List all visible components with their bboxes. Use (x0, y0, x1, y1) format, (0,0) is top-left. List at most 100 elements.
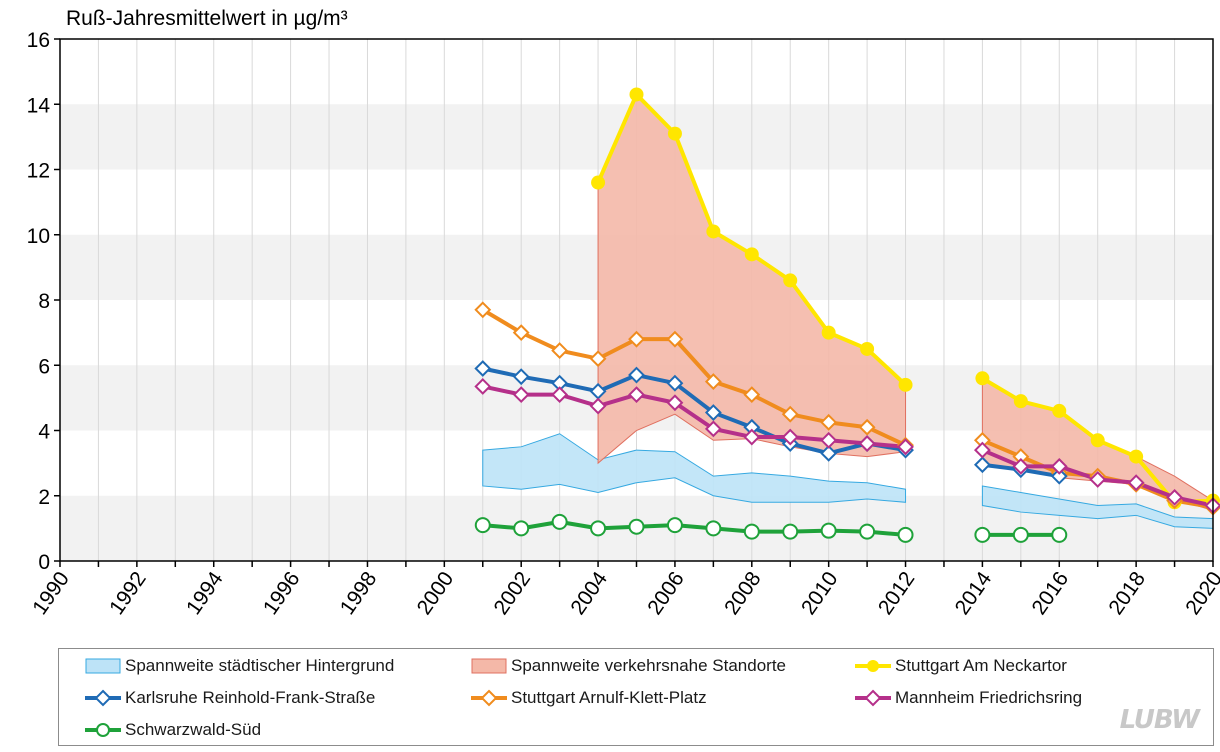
series-lines (474, 87, 1220, 543)
x-tick-label: 1990 (28, 568, 74, 619)
legend-swatch-background-range (85, 658, 121, 674)
data-point (706, 224, 721, 239)
data-point (820, 431, 838, 449)
legend-item-karlsruhe: Karlsruhe Reinhold-Frank-Straße (85, 685, 375, 711)
y-tick-label: 8 (38, 290, 50, 313)
data-point (820, 444, 838, 462)
y-tick-label: 10 (27, 225, 50, 248)
legend-label: Mannheim Friedrichsring (895, 688, 1083, 707)
data-point (628, 386, 645, 404)
data-point (1090, 433, 1105, 448)
data-point (897, 438, 914, 456)
data-point (975, 371, 990, 386)
data-point (666, 330, 684, 348)
data-point (512, 386, 530, 404)
data-point (666, 374, 684, 392)
legend-item-schwarzwald: Schwarzwald-Süd (85, 717, 261, 743)
y-tick-label: 2 (38, 486, 50, 509)
data-point (821, 325, 836, 340)
data-point (820, 522, 837, 539)
data-point (551, 386, 569, 404)
data-point (1166, 488, 1183, 506)
data-point (860, 341, 875, 356)
data-point (1012, 457, 1030, 475)
data-point (667, 126, 682, 141)
data-point (474, 360, 492, 377)
legend-swatch-arnulf-klett (471, 689, 507, 707)
legend-swatch-neckartor (855, 660, 891, 672)
legend-item-arnulf-klett: Stuttgart Arnulf-Klett-Platz (471, 685, 707, 711)
legend-swatch-traffic-range (471, 658, 507, 674)
y-tick-label: 14 (27, 94, 51, 117)
legend-label: Stuttgart Arnulf-Klett-Platz (511, 688, 707, 707)
data-point (628, 518, 645, 535)
y-tick-label: 12 (27, 160, 50, 183)
y-tick-label: 16 (27, 29, 50, 52)
data-point (704, 420, 722, 438)
data-point (1012, 526, 1029, 543)
data-point (1051, 526, 1068, 543)
x-tick-label: 1994 (182, 567, 228, 619)
data-point (629, 87, 644, 102)
x-tick-label: 2012 (874, 568, 920, 619)
x-tick-label: 2002 (489, 568, 535, 619)
data-point (820, 413, 838, 431)
data-point (474, 517, 491, 534)
data-point (704, 373, 722, 390)
legend-swatch-mannheim (855, 689, 891, 707)
data-point (898, 377, 913, 392)
data-point (551, 342, 569, 359)
x-tick-label: 2006 (643, 568, 689, 619)
x-tick-label: 2016 (1028, 568, 1074, 619)
data-point (666, 517, 683, 534)
lubw-logo: LUBW (1119, 705, 1200, 735)
legend-item-mannheim: Mannheim Friedrichsring (855, 685, 1082, 711)
data-point (474, 378, 492, 395)
legend-item-background-range: Spannweite städtischer Hintergrund (85, 653, 394, 679)
data-point (858, 435, 876, 452)
data-point (589, 350, 607, 368)
data-point (897, 526, 914, 543)
y-tick-label: 4 (38, 421, 50, 444)
chart: 0 2 4 6 8 10 12 14 16 1990 1992 1994 1996 1998 2000 20… (27, 7, 1220, 619)
data-point (704, 404, 722, 421)
legend-label: Spannweite städtischer Hintergrund (125, 656, 395, 675)
x-tick-label: 2008 (720, 568, 766, 619)
range-band-area (482, 433, 907, 503)
chart-title: Ruß-Jahresmittelwert in µg/m³ (66, 7, 348, 30)
data-point (743, 386, 761, 404)
data-point (743, 428, 761, 446)
data-point (512, 368, 530, 386)
data-point (859, 523, 876, 540)
y-tick-label: 6 (38, 355, 50, 378)
data-point (590, 520, 607, 537)
data-point (551, 513, 568, 530)
data-point (973, 456, 991, 474)
data-point (591, 175, 606, 190)
x-tick-label: 2004 (566, 567, 612, 619)
x-tick-label: 1996 (259, 568, 305, 619)
y-axis-ticks: 0 2 4 6 8 10 12 14 16 (27, 29, 60, 574)
x-tick-label: 1998 (336, 568, 382, 619)
data-point (589, 397, 607, 415)
data-point (1129, 449, 1144, 464)
legend-item-neckartor: Stuttgart Am Neckartor (855, 653, 1067, 679)
data-point (743, 523, 760, 540)
legend-label: Spannweite verkehrsnahe Standorte (511, 656, 787, 675)
x-tick-label: 1992 (105, 568, 151, 619)
data-point (512, 324, 530, 342)
data-point (1127, 474, 1145, 492)
x-tick-label: 2014 (951, 567, 997, 619)
data-point (1052, 403, 1067, 418)
data-point (744, 247, 759, 262)
data-point (781, 405, 799, 423)
data-point (781, 428, 799, 446)
data-point (973, 441, 991, 459)
data-point (783, 273, 798, 288)
legend-item-traffic-range: Spannweite verkehrsnahe Standorte (471, 653, 786, 679)
x-tick-label: 2010 (797, 568, 843, 619)
legend-label: Karlsruhe Reinhold-Frank-Straße (125, 688, 376, 707)
legend-label: Stuttgart Am Neckartor (895, 656, 1067, 675)
data-point (1089, 471, 1107, 488)
x-tick-label: 2020 (1181, 568, 1220, 619)
